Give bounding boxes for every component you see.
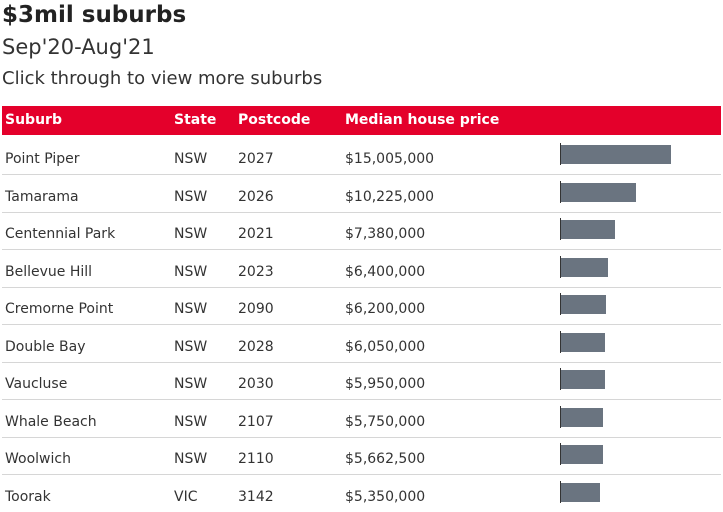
- table-row[interactable]: Centennial Park NSW 2021 $7,380,000: [2, 212, 721, 250]
- header-postcode[interactable]: Postcode: [238, 112, 311, 128]
- cell-postcode: 2028: [238, 338, 274, 355]
- cell-state: NSW: [174, 338, 208, 355]
- bar-axis-line: [560, 443, 561, 465]
- bar-axis-line: [560, 180, 561, 203]
- header-suburb[interactable]: Suburb: [5, 112, 62, 128]
- cell-postcode: 2107: [238, 413, 274, 430]
- cell-suburb: Double Bay: [5, 338, 86, 355]
- bar-axis-line: [560, 293, 561, 315]
- price-bar: [561, 295, 606, 314]
- cell-state: NSW: [174, 413, 208, 430]
- cell-postcode: 2027: [238, 151, 274, 167]
- cell-state: NSW: [174, 263, 208, 280]
- click-through-note: Click through to view more suburbs: [2, 68, 323, 89]
- cell-median-price: $15,005,000: [345, 151, 435, 167]
- cell-state: VIC: [174, 488, 198, 505]
- price-bar: [561, 332, 605, 352]
- cell-postcode: 2021: [238, 226, 274, 242]
- cell-suburb: Toorak: [5, 488, 51, 505]
- price-bar: [561, 145, 671, 164]
- header-median-price[interactable]: Median house price: [345, 112, 500, 128]
- cell-median-price: $6,200,000: [345, 301, 426, 317]
- cell-suburb: Centennial Park: [5, 226, 116, 242]
- table-row[interactable]: Point Piper NSW 2027 $15,005,000: [2, 137, 721, 175]
- table-row[interactable]: Tamarama NSW 2026 $10,225,000: [2, 175, 721, 213]
- bar-axis-line: [560, 218, 561, 240]
- cell-postcode: 3142: [238, 488, 274, 505]
- cell-suburb: Woolwich: [5, 451, 71, 467]
- cell-postcode: 2110: [238, 451, 274, 467]
- cell-postcode: 2023: [238, 263, 274, 280]
- header-state[interactable]: State: [174, 112, 217, 128]
- cell-state: NSW: [174, 226, 208, 242]
- cell-median-price: $10,225,000: [345, 188, 435, 205]
- cell-suburb: Cremorne Point: [5, 301, 114, 317]
- table-row[interactable]: Bellevue Hill NSW 2023 $6,400,000: [2, 250, 721, 288]
- price-bar: [561, 182, 636, 202]
- bar-axis-line: [560, 330, 561, 353]
- cell-median-price: $6,400,000: [345, 263, 426, 280]
- cell-median-price: $5,950,000: [345, 376, 426, 392]
- price-bar: [561, 220, 615, 239]
- table-row[interactable]: Toorak VIC 3142 $5,350,000: [2, 475, 721, 512]
- cell-suburb: Bellevue Hill: [5, 263, 93, 280]
- table-row[interactable]: Double Bay NSW 2028 $6,050,000: [2, 325, 721, 363]
- bar-axis-line: [560, 143, 561, 165]
- price-bar: [561, 370, 605, 389]
- table-row[interactable]: Vaucluse NSW 2030 $5,950,000: [2, 362, 721, 400]
- cell-state: NSW: [174, 151, 208, 167]
- price-bar: [561, 445, 603, 464]
- cell-state: NSW: [174, 451, 208, 467]
- price-bar: [561, 257, 608, 277]
- cell-suburb: Vaucluse: [5, 376, 68, 392]
- cell-state: NSW: [174, 188, 208, 205]
- price-bar: [561, 407, 603, 427]
- chart-title: $3mil suburbs: [2, 2, 187, 28]
- cell-median-price: $7,380,000: [345, 226, 426, 242]
- bar-axis-line: [560, 480, 561, 503]
- cell-suburb: Tamarama: [5, 188, 79, 205]
- cell-suburb: Whale Beach: [5, 413, 97, 430]
- cell-median-price: $5,662,500: [345, 451, 426, 467]
- bar-axis-line: [560, 368, 561, 390]
- cell-median-price: $5,750,000: [345, 413, 426, 430]
- cell-state: NSW: [174, 376, 208, 392]
- cell-suburb: Point Piper: [5, 151, 80, 167]
- cell-median-price: $5,350,000: [345, 488, 426, 505]
- cell-median-price: $6,050,000: [345, 338, 426, 355]
- cell-postcode: 2026: [238, 188, 274, 205]
- bar-axis-line: [560, 405, 561, 428]
- price-bar: [561, 482, 600, 502]
- bar-axis-line: [560, 255, 561, 278]
- chart-subtitle: Sep'20-Aug'21: [2, 35, 155, 59]
- table-header: Suburb State Postcode Median house price: [2, 106, 721, 135]
- cell-postcode: 2090: [238, 301, 274, 317]
- cell-state: NSW: [174, 301, 208, 317]
- table-row[interactable]: Woolwich NSW 2110 $5,662,500: [2, 437, 721, 475]
- table-row[interactable]: Cremorne Point NSW 2090 $6,200,000: [2, 287, 721, 325]
- cell-postcode: 2030: [238, 376, 274, 392]
- table-row[interactable]: Whale Beach NSW 2107 $5,750,000: [2, 400, 721, 438]
